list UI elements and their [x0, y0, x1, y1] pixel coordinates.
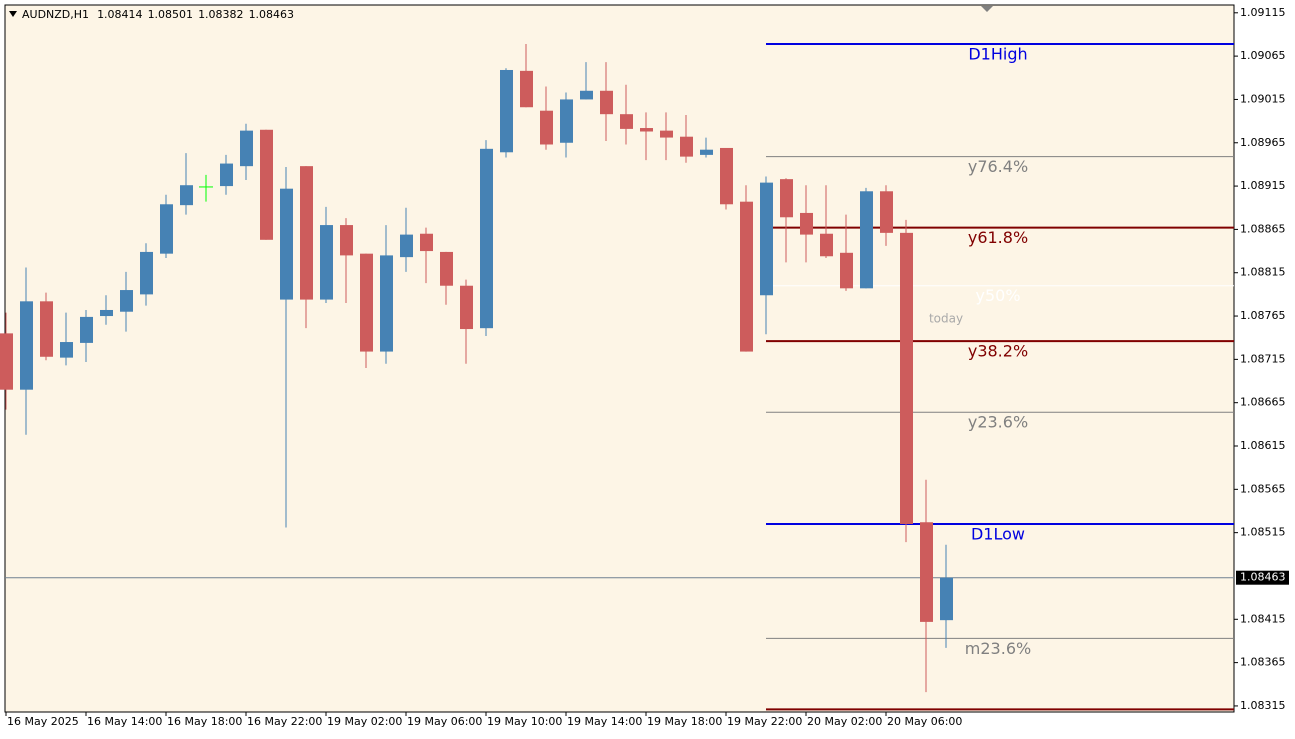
- x-tick-label: 16 May 18:00: [167, 715, 242, 728]
- level-label: y50%: [975, 286, 1020, 305]
- candle-body: [920, 522, 933, 622]
- candle-body: [260, 129, 273, 240]
- symbol: AUDNZD,H1: [22, 8, 89, 21]
- candle-body: [620, 114, 633, 129]
- candle-body: [440, 251, 453, 286]
- y-tick-label: 1.08815: [1240, 266, 1286, 279]
- candle-body: [520, 70, 533, 108]
- candle-body: [560, 99, 573, 143]
- candle-body: [360, 253, 373, 352]
- y-tick-label: 1.08415: [1240, 612, 1286, 625]
- candle-body: [160, 204, 173, 254]
- x-tick-label: 19 May 02:00: [327, 715, 402, 728]
- level-label: y76.4%: [968, 157, 1028, 176]
- candle-body: [120, 290, 133, 312]
- level-label: y23.6%: [968, 413, 1028, 432]
- header-high: 1.08501: [148, 8, 194, 21]
- candle-body: [880, 191, 893, 233]
- y-tick-label: 1.08915: [1240, 179, 1286, 192]
- candle-body: [460, 285, 473, 330]
- x-tick-label: 16 May 22:00: [247, 715, 322, 728]
- x-tick-label: 19 May 10:00: [487, 715, 562, 728]
- candle-body: [700, 149, 713, 155]
- y-tick-label: 1.08615: [1240, 439, 1286, 452]
- x-tick-label: 20 May 02:00: [807, 715, 882, 728]
- candle-body: [720, 147, 733, 205]
- y-tick-label: 1.08665: [1240, 396, 1286, 409]
- header-low: 1.08382: [198, 8, 244, 21]
- candle-body: [100, 309, 113, 317]
- candle-body: [680, 136, 693, 157]
- candle-body: [20, 301, 33, 390]
- candle-body: [60, 342, 73, 358]
- y-tick-label: 1.08565: [1240, 482, 1286, 495]
- candle-body: [780, 179, 793, 218]
- header-open: 1.08414: [97, 8, 143, 21]
- menu-arrow: [9, 11, 17, 17]
- candle-body: [220, 163, 233, 187]
- level-label: m23.6%: [965, 639, 1031, 658]
- candle-body: [840, 252, 853, 289]
- last-price-box: [1236, 570, 1289, 585]
- candle-body: [300, 166, 313, 300]
- candle-body: [740, 201, 753, 352]
- y-tick-label: 1.08965: [1240, 136, 1286, 149]
- candle-body: [500, 69, 513, 153]
- candle-body: [480, 148, 493, 329]
- y-tick-label: 1.08865: [1240, 222, 1286, 235]
- candle-body: [860, 191, 873, 289]
- candle-body: [420, 233, 433, 252]
- y-tick-label: 1.09065: [1240, 49, 1286, 62]
- plot-area: [4, 4, 1235, 713]
- candle-body: [140, 251, 153, 295]
- candle-body: [400, 234, 413, 258]
- x-tick-label: 16 May 14:00: [87, 715, 162, 728]
- candle-body: [640, 128, 653, 132]
- x-tick-label: 19 May 22:00: [727, 715, 802, 728]
- candle-body: [340, 225, 353, 256]
- y-tick-label: 1.08315: [1240, 699, 1286, 712]
- candle-body: [40, 301, 53, 357]
- level-label: y61.8%: [968, 228, 1028, 247]
- level-label: D1High: [968, 44, 1027, 63]
- y-tick-label: 1.09115: [1240, 6, 1286, 19]
- candle-body: [820, 233, 833, 257]
- y-tick-label: 1.08365: [1240, 656, 1286, 669]
- level-label: y38.2%: [968, 342, 1028, 361]
- candle-body: [800, 212, 813, 235]
- x-tick-label: 20 May 06:00: [887, 715, 962, 728]
- y-tick-label: 1.09015: [1240, 92, 1286, 105]
- candle-body: [240, 130, 253, 167]
- annotation: today: [929, 312, 963, 326]
- chart-header: AUDNZD,H1 1.08414 1.08501 1.08382 1.08463: [22, 8, 294, 21]
- candle-body: [320, 225, 333, 300]
- last-price-label: 1.08463: [1240, 571, 1286, 584]
- level-label: D1Low: [971, 524, 1025, 543]
- candle-body: [900, 232, 913, 524]
- candle-body: [940, 577, 953, 621]
- candle-body: [180, 185, 193, 206]
- candle-body: [660, 130, 673, 138]
- candle-body: [0, 333, 13, 390]
- x-tick-label: 16 May 2025: [7, 715, 79, 728]
- x-tick-label: 19 May 18:00: [647, 715, 722, 728]
- candle-body: [600, 90, 613, 115]
- y-tick-label: 1.08715: [1240, 352, 1286, 365]
- x-tick-label: 19 May 06:00: [407, 715, 482, 728]
- x-tick-label: 19 May 14:00: [567, 715, 642, 728]
- candle-body: [580, 90, 593, 100]
- y-tick-label: 1.08515: [1240, 526, 1286, 539]
- header-close: 1.08463: [249, 8, 295, 21]
- candle-body: [280, 188, 293, 300]
- shift-marker: [981, 6, 993, 12]
- y-tick-label: 1.08765: [1240, 309, 1286, 322]
- candle-body: [380, 255, 393, 352]
- candle-body: [80, 316, 93, 343]
- candle-body: [540, 110, 553, 145]
- candle-body: [760, 182, 773, 296]
